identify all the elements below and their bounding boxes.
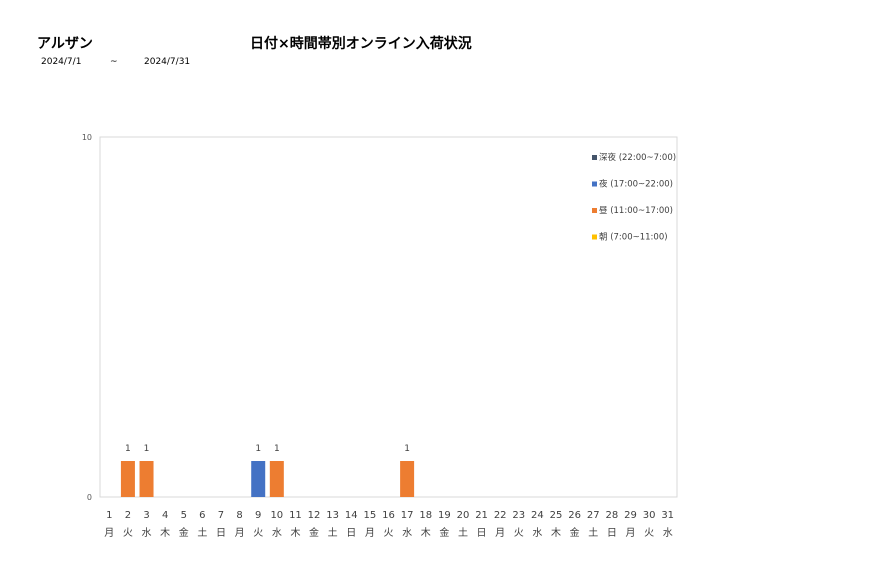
y-tick-label: 0 bbox=[87, 493, 92, 502]
x-tick-day-label: 31 bbox=[661, 510, 674, 521]
date-range-end: 2024/7/31 bbox=[144, 57, 191, 67]
x-tick-day-label: 22 bbox=[494, 510, 507, 521]
bar-3-series-2 bbox=[139, 461, 154, 497]
legend-label-0: 深夜 (22:00~7:00) bbox=[599, 152, 676, 163]
x-tick-day-label: 13 bbox=[326, 510, 339, 521]
x-tick-day-label: 15 bbox=[364, 510, 377, 521]
x-tick-weekday-label: 金 bbox=[439, 526, 449, 539]
x-tick-weekday-label: 木 bbox=[551, 527, 561, 539]
x-tick-weekday-label: 火 bbox=[253, 527, 263, 539]
x-tick-weekday-label: 金 bbox=[570, 526, 580, 539]
legend-label-3: 朝 (7:00~11:00) bbox=[599, 233, 668, 243]
x-tick-weekday-label: 土 bbox=[458, 526, 468, 539]
x-tick-weekday-label: 月 bbox=[235, 527, 245, 539]
bar-10-series-2 bbox=[269, 461, 284, 497]
x-tick-weekday-label: 木 bbox=[160, 527, 170, 539]
x-tick-day-label: 7 bbox=[218, 510, 224, 521]
y-tick-label: 10 bbox=[82, 133, 92, 142]
plot-area-border bbox=[99, 136, 678, 498]
x-tick-weekday-label: 水 bbox=[402, 527, 412, 539]
legend: 深夜 (22:00~7:00) 夜 (17:00~22:00) 昼 (11:00~1… bbox=[592, 152, 676, 243]
x-tick-day-label: 9 bbox=[255, 510, 261, 521]
x-tick-weekday-label: 月 bbox=[104, 527, 114, 539]
bar-17-series-2 bbox=[400, 461, 415, 497]
legend-swatch-3 bbox=[592, 234, 597, 240]
x-tick-day-label: 23 bbox=[512, 510, 525, 521]
x-tick-weekday-label: 月 bbox=[495, 527, 505, 539]
x-tick-weekday-label: 木 bbox=[421, 527, 431, 539]
x-tick-day-label: 10 bbox=[270, 510, 283, 521]
legend-swatch-1 bbox=[592, 181, 597, 187]
data-label-day-3: 1 bbox=[144, 444, 150, 454]
x-tick-weekday-label: 日 bbox=[216, 528, 226, 539]
x-tick-day-label: 16 bbox=[382, 510, 395, 521]
x-tick-day-label: 14 bbox=[345, 510, 358, 521]
x-tick-weekday-label: 月 bbox=[625, 527, 635, 539]
x-tick-day-label: 12 bbox=[308, 510, 321, 521]
x-tick-day-label: 1 bbox=[106, 510, 112, 521]
x-tick-weekday-label: 木 bbox=[290, 527, 300, 539]
x-tick-day-label: 20 bbox=[457, 510, 470, 521]
data-label-day-9: 1 bbox=[255, 444, 261, 454]
x-tick-day-label: 4 bbox=[162, 510, 168, 521]
x-tick-weekday-label: 月 bbox=[365, 527, 375, 539]
x-tick-day-label: 11 bbox=[289, 510, 302, 521]
x-tick-weekday-label: 火 bbox=[384, 527, 394, 539]
bar-2-series-2 bbox=[120, 461, 135, 497]
x-tick-weekday-label: 日 bbox=[607, 528, 617, 539]
legend-swatch-2 bbox=[592, 208, 597, 213]
x-tick-day-label: 27 bbox=[587, 510, 600, 521]
x-tick-day-label: 8 bbox=[236, 510, 242, 521]
legend-swatch-0 bbox=[592, 155, 597, 160]
x-tick-weekday-label: 水 bbox=[663, 527, 673, 539]
x-tick-day-label: 29 bbox=[624, 510, 637, 521]
x-tick-day-label: 19 bbox=[438, 510, 451, 521]
legend-label-1: 夜 (17:00~22:00) bbox=[599, 179, 673, 190]
x-tick-day-label: 17 bbox=[401, 510, 414, 521]
x-tick-day-label: 21 bbox=[475, 510, 488, 521]
bar-9-series-1 bbox=[251, 461, 266, 497]
x-tick-weekday-label: 火 bbox=[123, 527, 133, 539]
x-tick-day-label: 3 bbox=[143, 510, 149, 521]
x-tick-day-label: 6 bbox=[199, 510, 205, 521]
shop-name: アルザン bbox=[37, 36, 93, 52]
x-tick-weekday-label: 日 bbox=[477, 528, 487, 539]
x-tick-weekday-label: 土 bbox=[197, 526, 207, 539]
x-tick-day-label: 25 bbox=[550, 510, 563, 521]
x-tick-weekday-label: 日 bbox=[346, 528, 356, 539]
value-labels-layer: 1 1 1 1 1 bbox=[125, 444, 410, 454]
x-tick-day-label: 2 bbox=[125, 510, 131, 521]
x-tick-day-label: 5 bbox=[181, 510, 187, 521]
x-tick-day-label: 26 bbox=[568, 510, 581, 521]
x-tick-weekday-label: 水 bbox=[532, 527, 542, 539]
report-title: 日付×時間帯別オンライン入荷状況 bbox=[250, 36, 472, 52]
x-tick-day-label: 28 bbox=[605, 510, 618, 521]
x-tick-weekday-label: 金 bbox=[179, 526, 189, 539]
x-tick-weekday-label: 水 bbox=[142, 527, 152, 539]
date-range-start: 2024/7/1 bbox=[41, 57, 82, 67]
data-label-day-17: 1 bbox=[404, 444, 410, 454]
x-axis-ticks: 1月2火3水4木5金6土7日8月9火10水11木12金13土14日15月16火1… bbox=[104, 510, 674, 539]
date-range-separator: ~ bbox=[110, 57, 118, 67]
x-tick-day-label: 24 bbox=[531, 510, 544, 521]
data-label-day-2: 1 bbox=[125, 444, 131, 454]
x-tick-weekday-label: 土 bbox=[328, 526, 338, 539]
data-label-day-10: 1 bbox=[274, 444, 280, 454]
x-tick-weekday-label: 水 bbox=[272, 527, 282, 539]
x-tick-day-label: 18 bbox=[419, 510, 432, 521]
bars-layer bbox=[120, 461, 415, 497]
x-tick-weekday-label: 金 bbox=[309, 526, 319, 539]
x-tick-weekday-label: 火 bbox=[514, 527, 524, 539]
x-tick-weekday-label: 土 bbox=[588, 526, 598, 539]
y-axis-ticks: 0 10 bbox=[82, 133, 92, 502]
x-tick-day-label: 30 bbox=[643, 510, 656, 521]
legend-label-2: 昼 (11:00~17:00) bbox=[599, 206, 673, 216]
x-tick-weekday-label: 火 bbox=[644, 527, 654, 539]
